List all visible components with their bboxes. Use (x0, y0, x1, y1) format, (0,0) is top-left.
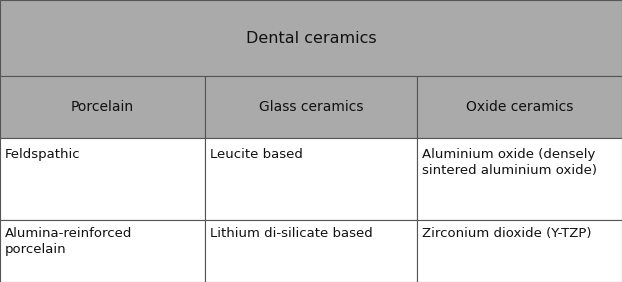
Bar (417, 220, 622, 282)
Bar (0, 138, 205, 220)
Bar (205, 76, 417, 138)
Text: Glass ceramics: Glass ceramics (259, 100, 363, 114)
Bar (0, 76, 205, 138)
Text: Zirconium dioxide (Y-TZP): Zirconium dioxide (Y-TZP) (422, 227, 592, 240)
Text: Oxide ceramics: Oxide ceramics (466, 100, 573, 114)
Text: Feldspathic: Feldspathic (5, 148, 81, 161)
Bar (205, 138, 417, 220)
Bar (205, 220, 417, 282)
Text: Leucite based: Leucite based (210, 148, 303, 161)
Text: Alumina-reinforced
porcelain: Alumina-reinforced porcelain (5, 227, 132, 256)
Text: Lithium di-silicate based: Lithium di-silicate based (210, 227, 373, 240)
Text: Aluminium oxide (densely
sintered aluminium oxide): Aluminium oxide (densely sintered alumin… (422, 148, 596, 177)
Bar (0, 220, 205, 282)
Bar (417, 76, 622, 138)
Text: Porcelain: Porcelain (71, 100, 134, 114)
Bar (417, 138, 622, 220)
Text: Dental ceramics: Dental ceramics (246, 30, 376, 46)
Bar (0, 0, 622, 76)
